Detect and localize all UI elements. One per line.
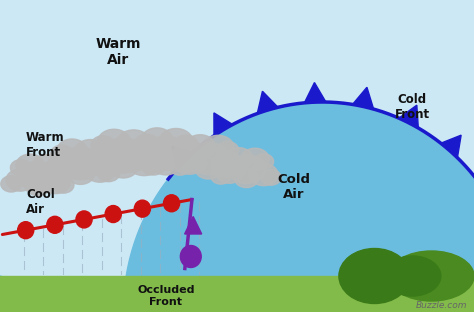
Ellipse shape [1, 176, 22, 192]
Text: Cold
Front: Cold Front [395, 93, 430, 121]
Circle shape [18, 222, 34, 239]
Circle shape [134, 200, 150, 217]
Ellipse shape [202, 135, 234, 160]
Ellipse shape [211, 152, 244, 177]
Polygon shape [353, 87, 374, 109]
Ellipse shape [132, 137, 156, 156]
Circle shape [47, 216, 63, 233]
Ellipse shape [141, 128, 173, 153]
Polygon shape [304, 83, 326, 103]
Ellipse shape [127, 149, 162, 176]
Text: Occluded
Front: Occluded Front [137, 285, 195, 307]
Ellipse shape [109, 155, 138, 178]
Ellipse shape [183, 154, 207, 172]
Ellipse shape [249, 163, 278, 186]
Circle shape [105, 206, 121, 222]
Ellipse shape [141, 156, 165, 175]
Ellipse shape [389, 251, 474, 301]
Ellipse shape [225, 148, 253, 169]
Ellipse shape [67, 163, 94, 184]
Ellipse shape [59, 147, 102, 180]
Ellipse shape [32, 155, 62, 178]
Ellipse shape [228, 154, 265, 183]
Ellipse shape [116, 130, 151, 157]
Ellipse shape [100, 138, 146, 173]
Ellipse shape [80, 155, 104, 174]
Ellipse shape [159, 129, 193, 155]
Ellipse shape [6, 169, 34, 191]
Text: Warm
Front: Warm Front [26, 130, 64, 158]
Ellipse shape [124, 152, 147, 171]
Ellipse shape [41, 170, 71, 194]
Ellipse shape [144, 136, 188, 170]
Ellipse shape [45, 160, 66, 177]
Ellipse shape [86, 147, 119, 173]
Ellipse shape [25, 176, 51, 196]
Ellipse shape [135, 134, 158, 153]
Ellipse shape [195, 158, 222, 179]
Polygon shape [0, 102, 474, 312]
Ellipse shape [339, 248, 410, 304]
Circle shape [180, 246, 201, 267]
Ellipse shape [254, 154, 273, 169]
Ellipse shape [10, 160, 31, 176]
Ellipse shape [51, 145, 73, 163]
Ellipse shape [89, 146, 111, 163]
Ellipse shape [185, 135, 215, 158]
Text: Warm
Air: Warm Air [96, 37, 141, 67]
Text: Buzzle.com: Buzzle.com [415, 300, 467, 310]
Ellipse shape [261, 169, 281, 185]
Ellipse shape [174, 151, 205, 174]
Ellipse shape [384, 256, 441, 296]
Ellipse shape [188, 142, 229, 175]
Ellipse shape [220, 153, 240, 168]
Ellipse shape [98, 129, 131, 155]
Ellipse shape [84, 157, 116, 182]
Ellipse shape [40, 163, 63, 180]
Ellipse shape [225, 159, 247, 176]
Circle shape [76, 211, 92, 228]
Ellipse shape [234, 168, 259, 188]
Ellipse shape [169, 158, 191, 175]
Ellipse shape [74, 139, 107, 165]
Polygon shape [184, 217, 201, 234]
Ellipse shape [130, 145, 162, 170]
Ellipse shape [91, 136, 116, 155]
Ellipse shape [53, 177, 74, 193]
Polygon shape [172, 146, 192, 168]
Ellipse shape [179, 141, 201, 158]
Ellipse shape [241, 148, 269, 171]
Ellipse shape [169, 146, 203, 173]
Text: Cool
Air: Cool Air [26, 188, 55, 216]
Ellipse shape [216, 162, 243, 183]
Polygon shape [441, 135, 461, 157]
Ellipse shape [174, 135, 198, 154]
Ellipse shape [46, 155, 77, 179]
Polygon shape [399, 105, 418, 128]
Ellipse shape [211, 168, 231, 184]
Ellipse shape [56, 139, 88, 163]
Text: Cold
Air: Cold Air [277, 173, 310, 201]
Ellipse shape [18, 161, 57, 192]
Ellipse shape [216, 141, 239, 159]
Circle shape [164, 195, 180, 212]
Ellipse shape [16, 154, 44, 176]
Ellipse shape [97, 164, 120, 182]
Ellipse shape [152, 153, 180, 175]
Polygon shape [214, 113, 232, 135]
Polygon shape [257, 91, 278, 113]
